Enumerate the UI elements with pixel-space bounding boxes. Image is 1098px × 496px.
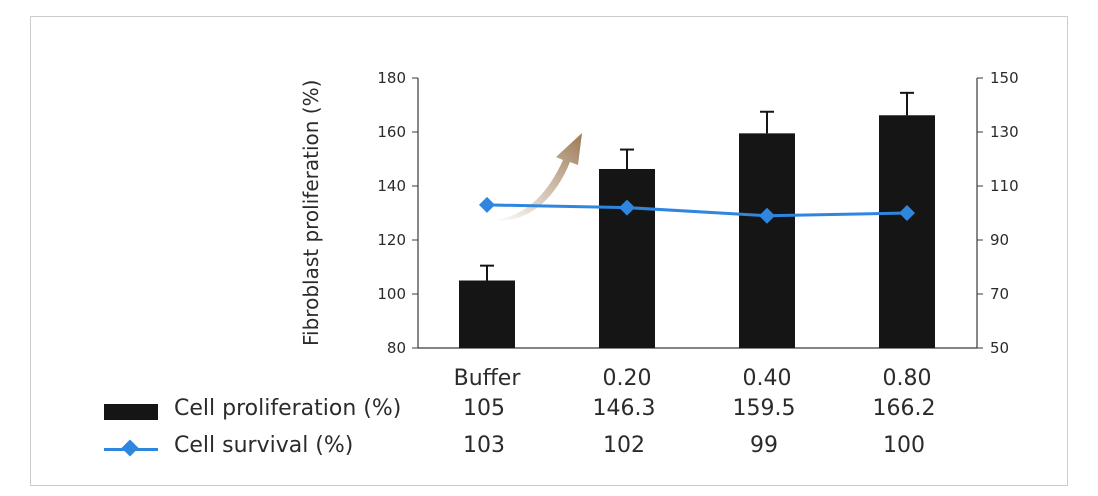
right-tick-label: 110 (990, 177, 1019, 195)
survival-marker-0.20 (619, 199, 635, 216)
bar-0.80 (879, 115, 935, 348)
category-label-0.20: 0.20 (603, 366, 652, 391)
bar-0.20 (599, 168, 655, 348)
legend-row-survival: Cell survival (%) 103 102 99 100 (100, 433, 1000, 467)
legend-bar-swatch (104, 404, 158, 420)
survival-line (479, 196, 915, 224)
right-axis-ticks: 50 70 90 110 130 150 (977, 69, 1019, 357)
left-tick-label: 180 (377, 69, 406, 87)
value-survival-0.40: 99 (750, 433, 778, 458)
survival-marker-Buffer (479, 196, 495, 213)
y-axis-label: Fibroblast proliferation (%) (299, 80, 323, 346)
value-survival-buffer: 103 (463, 433, 505, 458)
left-axis-ticks: 80 100 120 140 160 180 (377, 69, 418, 357)
right-tick-label: 70 (990, 285, 1009, 303)
trend-arrow (492, 133, 582, 221)
bar-0.40 (739, 133, 795, 348)
survival-line-path (486, 203, 908, 218)
category-labels: Buffer 0.20 0.40 0.80 (454, 366, 932, 391)
left-tick-label: 120 (377, 231, 406, 249)
survival-marker-0.80 (899, 205, 915, 221)
error-bars (480, 91, 914, 281)
left-tick-label: 80 (387, 339, 406, 357)
right-tick-label: 90 (990, 231, 1009, 249)
category-label-0.80: 0.80 (883, 366, 932, 391)
legend-label-proliferation: Cell proliferation (%) (174, 396, 402, 421)
legend-row-proliferation: Cell proliferation (%) 105 146.3 159.5 1… (100, 396, 1000, 430)
right-tick-label: 130 (990, 123, 1019, 141)
value-survival-0.80: 100 (883, 433, 925, 458)
bar-Buffer (459, 280, 515, 348)
legend-diamond-marker (121, 439, 139, 457)
value-proliferation-0.80: 166.2 (872, 396, 936, 421)
value-proliferation-buffer: 105 (463, 396, 505, 421)
legend-label-survival: Cell survival (%) (174, 433, 354, 458)
left-tick-label: 100 (377, 285, 406, 303)
category-label-0.40: 0.40 (743, 366, 792, 391)
right-tick-label: 50 (990, 339, 1009, 357)
value-survival-0.20: 102 (603, 433, 645, 458)
bars (459, 115, 935, 348)
survival-marker-0.40 (759, 207, 775, 224)
value-proliferation-0.40: 159.5 (732, 396, 796, 421)
left-tick-label: 160 (377, 123, 406, 141)
category-label-Buffer: Buffer (454, 366, 522, 391)
right-tick-label: 150 (990, 69, 1019, 87)
left-tick-label: 140 (377, 177, 406, 195)
value-proliferation-0.20: 146.3 (592, 396, 656, 421)
trend-arrow-shape (492, 133, 582, 221)
